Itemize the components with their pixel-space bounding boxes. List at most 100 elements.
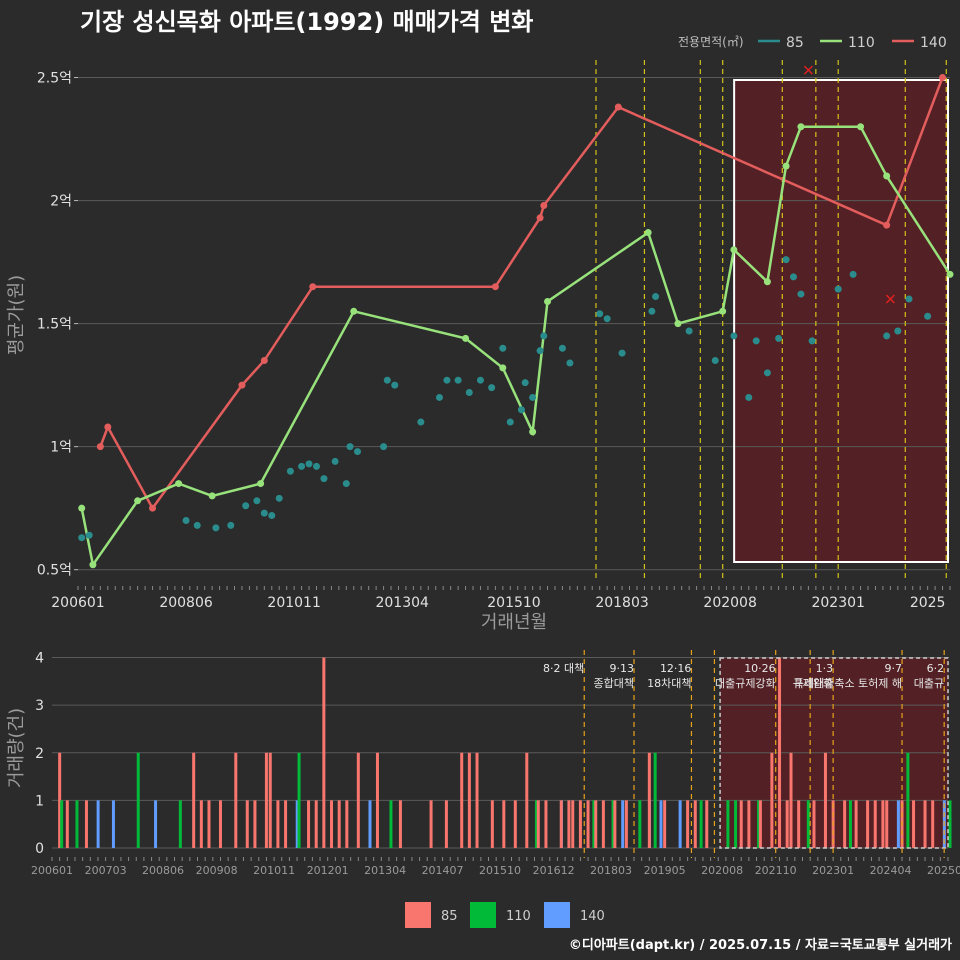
point-140 — [309, 283, 317, 291]
legend-label-110: 110 — [848, 35, 875, 51]
bar-110 — [592, 800, 596, 848]
bar-85 — [866, 800, 870, 848]
point-110 — [763, 278, 771, 286]
point-85 — [558, 344, 566, 352]
policy-label: 8·2 대책 — [543, 662, 584, 675]
y-tick-label: 0.5억 — [37, 563, 72, 579]
bar-110 — [848, 800, 852, 848]
point-85 — [78, 534, 86, 542]
bar-110 — [297, 752, 301, 848]
bar-85 — [490, 800, 494, 848]
bar-140 — [659, 800, 663, 848]
policy-label: 9·13 — [610, 662, 635, 675]
x-tick-label: 2025 — [910, 595, 946, 611]
bar-x-tick-label: 202507 — [927, 864, 960, 877]
point-85 — [383, 376, 391, 384]
point-140 — [149, 504, 157, 512]
y-tick-label: 2.5억 — [37, 71, 72, 87]
point-85 — [182, 516, 190, 524]
bar-x-tick-label: 200703 — [85, 864, 127, 877]
bar-85 — [460, 752, 464, 848]
bar-110 — [806, 800, 810, 848]
top-panel: 0.5억 1억 1.5억 2억 2.5억 200601 200806 201011 201304… — [6, 60, 954, 633]
point-85 — [380, 443, 388, 451]
bar-110 — [136, 752, 140, 848]
bar-140 — [621, 800, 625, 848]
point-85 — [260, 509, 268, 517]
bar-x-tick-label: 200806 — [142, 864, 184, 877]
bar-x-tick-label: 201011 — [253, 864, 295, 877]
bar-85 — [571, 800, 575, 848]
point-85 — [212, 524, 220, 532]
bar-85 — [398, 800, 402, 848]
point-85 — [342, 480, 350, 488]
x-tick-label: 202301 — [811, 595, 864, 611]
point-110 — [208, 492, 216, 500]
bar-110 — [534, 800, 538, 848]
legend2-swatch-140 — [544, 902, 570, 928]
bar-85 — [84, 800, 88, 848]
bar-110 — [726, 800, 730, 848]
bar-85 — [444, 800, 448, 848]
bar-85 — [268, 752, 272, 848]
bar-x-tick-label: 202404 — [870, 864, 912, 877]
bar-85 — [567, 800, 571, 848]
point-85 — [443, 376, 451, 384]
bar-y-tick-label: 0 — [35, 841, 44, 857]
bar-110 — [948, 800, 952, 848]
x-tick-label: 201304 — [375, 595, 429, 611]
point-85 — [517, 406, 525, 414]
bar-85 — [823, 752, 827, 848]
point-85 — [652, 293, 660, 301]
point-85 — [808, 337, 816, 345]
bar-85 — [881, 800, 885, 848]
point-85 — [782, 256, 790, 264]
bar-y-tick-label: 1 — [35, 793, 44, 809]
bar-140 — [154, 800, 158, 848]
point-85 — [85, 531, 93, 539]
policy-label: 6·2 — [927, 662, 945, 675]
point-85 — [353, 448, 361, 456]
point-85 — [275, 494, 283, 502]
bar-85 — [276, 800, 280, 848]
point-85 — [752, 337, 760, 345]
policy-label: 18차대책 — [647, 677, 691, 690]
point-85 — [596, 310, 604, 318]
point-85 — [286, 467, 294, 475]
point-85 — [465, 389, 473, 397]
bar-110 — [638, 800, 642, 848]
point-110 — [78, 504, 86, 512]
bar-85 — [330, 800, 334, 848]
policy-label: 1·3 — [816, 662, 834, 675]
bar-85 — [536, 800, 540, 848]
highlight-border — [733, 79, 950, 563]
bar-140 — [295, 800, 299, 848]
bar-85 — [356, 752, 360, 848]
bar-85 — [207, 800, 211, 848]
bar-85 — [931, 800, 935, 848]
bar-85 — [854, 800, 858, 848]
point-85 — [268, 512, 276, 520]
point-110 — [644, 229, 652, 237]
point-110 — [529, 428, 537, 436]
bar-85 — [345, 800, 349, 848]
bar-85 — [739, 800, 743, 848]
bar-85 — [525, 752, 529, 848]
legend-label-140: 140 — [920, 35, 947, 51]
bar-y-tick-label: 4 — [35, 651, 44, 667]
point-140 — [104, 423, 112, 431]
point-140 — [939, 74, 947, 82]
bar-85 — [559, 800, 563, 848]
bar-85 — [513, 800, 517, 848]
point-85 — [435, 393, 443, 401]
bar-85 — [65, 800, 69, 848]
bar-x-tick-label: 202110 — [755, 864, 797, 877]
point-110 — [719, 307, 727, 315]
bar-highlight-border — [719, 657, 949, 849]
point-140 — [614, 103, 622, 111]
bar-x-tick-label: 200601 — [31, 864, 73, 877]
bar-y-tick-label: 2 — [35, 746, 44, 762]
point-85 — [253, 497, 261, 505]
point-110 — [797, 123, 805, 131]
